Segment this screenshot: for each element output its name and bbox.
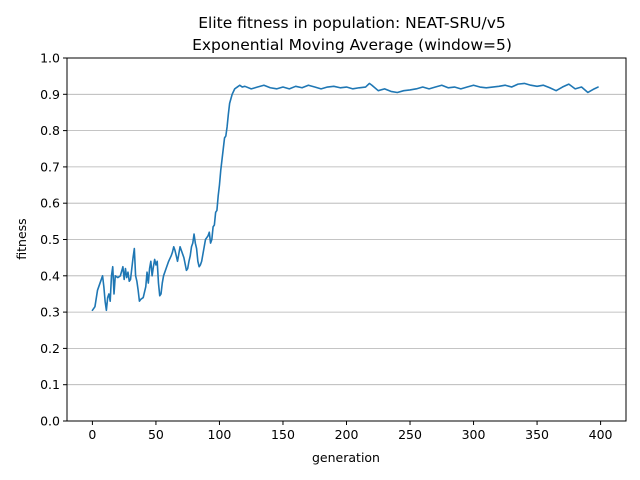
y-axis-ticks: 0.0 0.1 0.2 0.3 0.4 0.5 0.6 0.7 0.8 0.9 1.0 (40, 51, 67, 429)
y-tick-label: 0.3 (40, 305, 60, 320)
y-tick-label: 0.4 (40, 268, 60, 283)
chart-subtitle: Exponential Moving Average (window=5) (192, 36, 512, 54)
y-tick-label: 0.2 (40, 341, 60, 356)
y-axis-label: fitness (14, 218, 29, 259)
x-tick-label: 400 (589, 427, 613, 442)
x-axis-ticks: 0 50 100 150 200 250 300 350 400 (88, 421, 613, 442)
x-tick-label: 0 (88, 427, 96, 442)
y-tick-label: 0.9 (40, 87, 60, 102)
y-tick-label: 1.0 (40, 51, 60, 66)
y-tick-label: 0.6 (40, 196, 60, 211)
x-tick-label: 300 (462, 427, 486, 442)
y-tick-label: 0.7 (40, 159, 60, 174)
series-line-0 (91, 82, 599, 312)
x-tick-label: 350 (525, 427, 549, 442)
x-tick-label: 250 (398, 427, 422, 442)
x-tick-label: 100 (208, 427, 232, 442)
y-tick-label: 0.1 (40, 377, 60, 392)
chart-title: Elite fitness in population: NEAT-SRU/v5 (198, 14, 506, 32)
x-tick-label: 150 (271, 427, 295, 442)
x-axis-label: generation (312, 450, 380, 465)
y-tick-label: 0.0 (40, 414, 60, 429)
x-tick-label: 200 (335, 427, 359, 442)
y-tick-label: 0.5 (40, 232, 60, 247)
x-tick-label: 50 (148, 427, 164, 442)
series-layer (91, 82, 599, 312)
y-tick-label: 0.8 (40, 123, 60, 138)
y-gridlines (67, 57, 626, 422)
